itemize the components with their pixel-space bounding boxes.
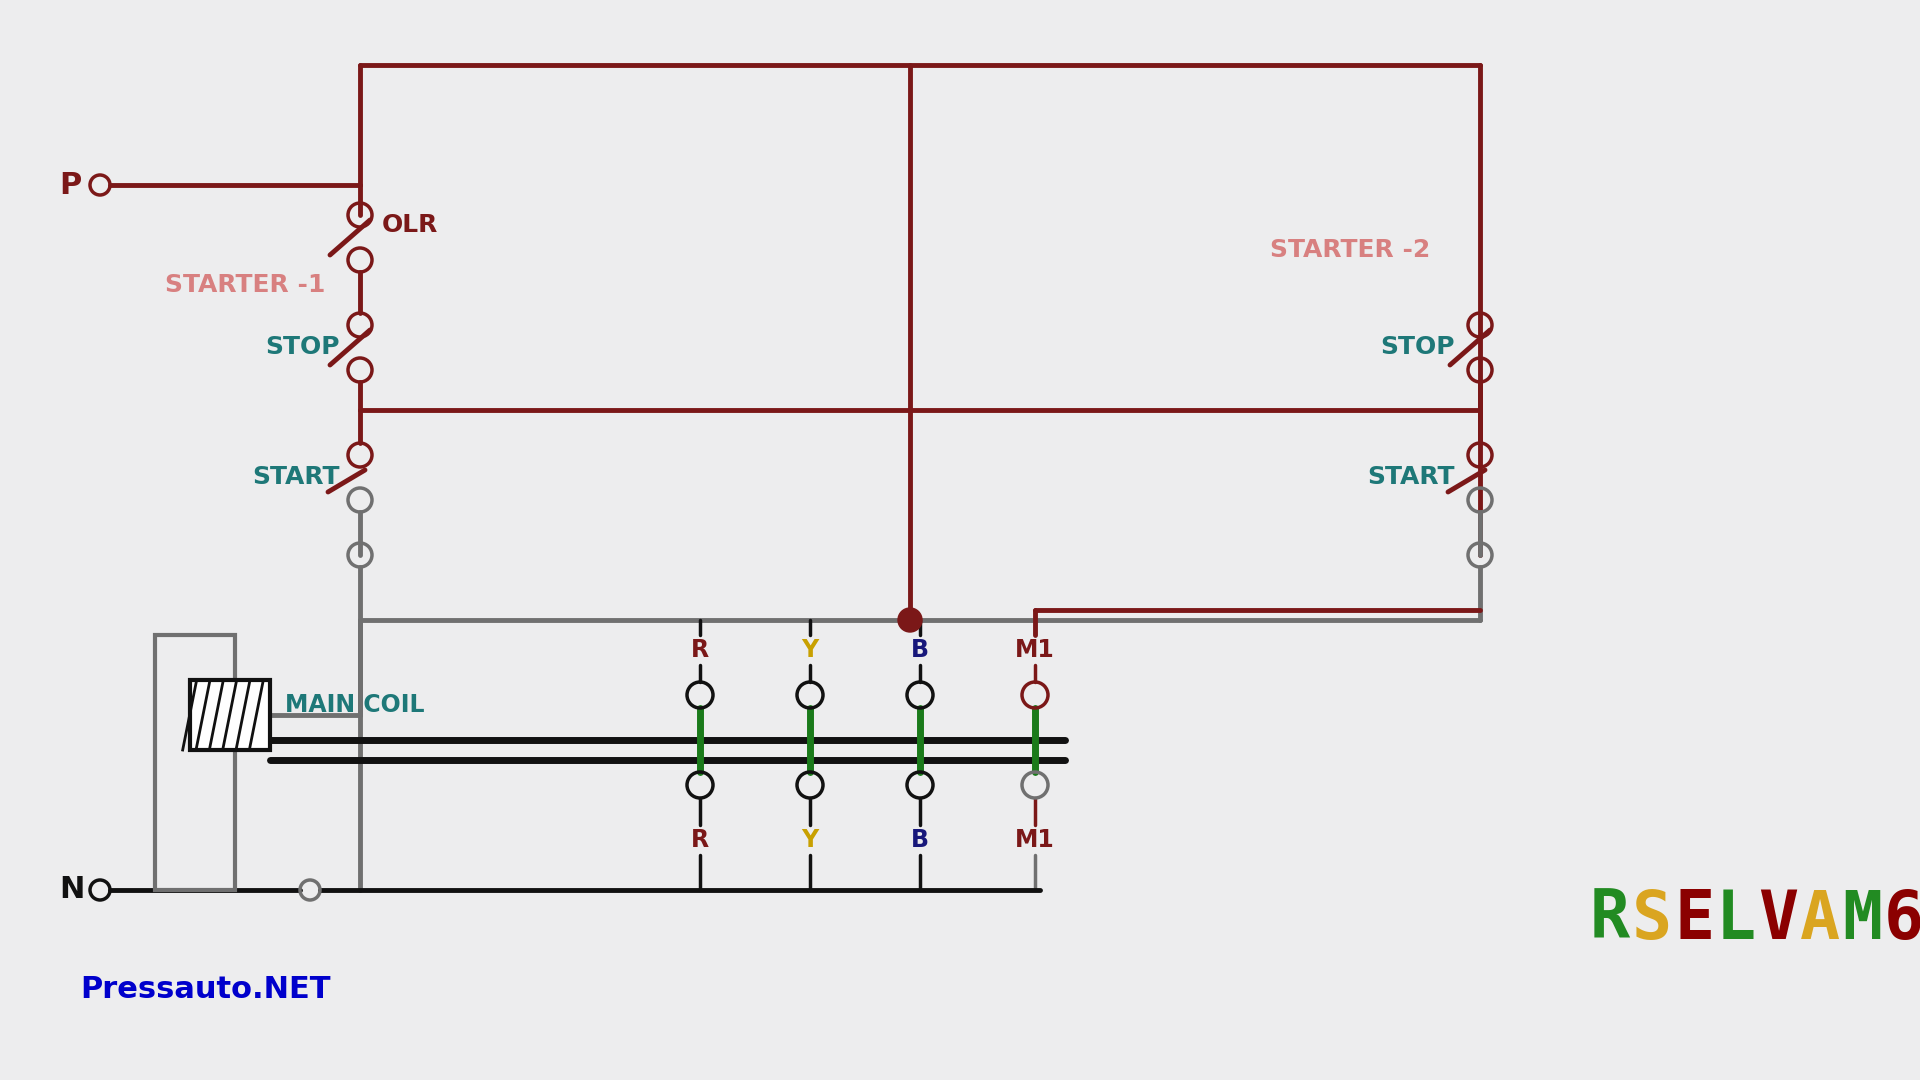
Text: V: V bbox=[1759, 887, 1799, 953]
Text: R: R bbox=[691, 828, 708, 852]
Text: M1: M1 bbox=[1016, 638, 1054, 662]
Text: R: R bbox=[691, 638, 708, 662]
Text: START: START bbox=[1367, 465, 1455, 489]
Text: N: N bbox=[60, 876, 84, 905]
Text: Y: Y bbox=[801, 638, 818, 662]
Text: MAIN COIL: MAIN COIL bbox=[284, 693, 424, 717]
Text: Y: Y bbox=[801, 828, 818, 852]
Text: STOP: STOP bbox=[1380, 335, 1455, 359]
Text: L: L bbox=[1716, 887, 1757, 953]
Text: STARTER -1: STARTER -1 bbox=[165, 273, 324, 297]
Text: START: START bbox=[253, 465, 340, 489]
Bar bbox=[190, 680, 271, 750]
Text: S: S bbox=[1632, 887, 1672, 953]
Text: M: M bbox=[1841, 887, 1882, 953]
Text: A: A bbox=[1801, 887, 1839, 953]
Circle shape bbox=[899, 608, 922, 632]
Text: Pressauto.NET: Pressauto.NET bbox=[81, 975, 330, 1004]
Text: M1: M1 bbox=[1016, 828, 1054, 852]
Text: B: B bbox=[910, 638, 929, 662]
Text: STARTER -2: STARTER -2 bbox=[1269, 238, 1430, 262]
Bar bbox=[156, 635, 234, 890]
Text: P: P bbox=[60, 171, 83, 200]
Text: B: B bbox=[910, 828, 929, 852]
Text: R: R bbox=[1590, 887, 1630, 953]
Text: 6: 6 bbox=[1884, 887, 1920, 953]
Text: E: E bbox=[1674, 887, 1715, 953]
Text: OLR: OLR bbox=[382, 213, 438, 237]
Text: STOP: STOP bbox=[265, 335, 340, 359]
